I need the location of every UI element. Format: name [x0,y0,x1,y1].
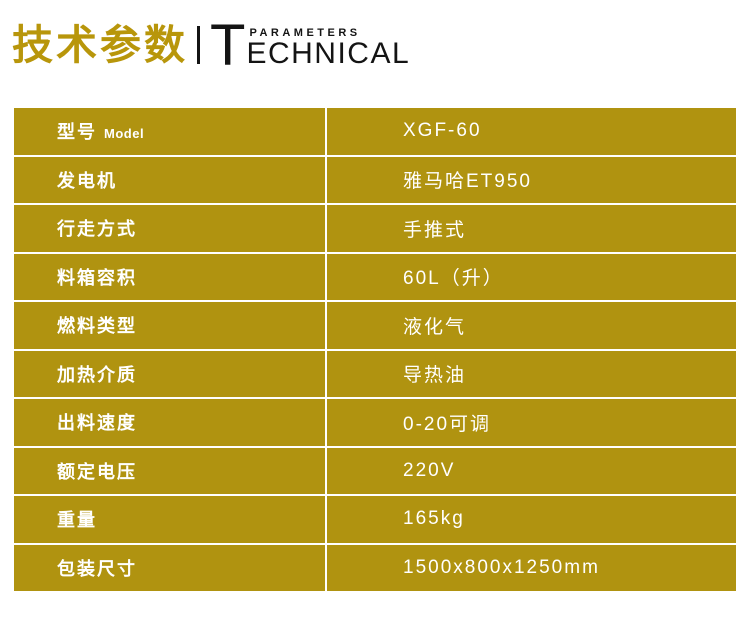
param-label-cell: 重量 [14,496,325,543]
table-row: 包装尺寸 1500x800x1250mm [14,544,736,591]
table-row: 料箱容积 60L（升） [14,253,736,300]
param-label-cell: 加热介质 [14,350,325,397]
param-label-cell: 出料速度 [14,399,325,446]
param-label-cell: 料箱容积 [14,253,325,300]
param-value: 0-20可调 [327,399,736,446]
table-row: 燃料类型 液化气 [14,302,736,349]
param-label: 包装尺寸 [57,558,137,579]
param-value: XGF-60 [327,108,736,155]
table-row: 行走方式 手推式 [14,205,736,252]
param-value: 导热油 [327,350,736,397]
param-value: 手推式 [327,205,736,252]
param-value: 220V [327,447,736,494]
param-label-cell: 型号 Model [14,108,325,155]
param-label: 型号 [57,122,97,143]
table-row: 发电机 雅马哈ET950 [14,156,736,203]
param-label: 重量 [57,510,97,531]
param-label: 发电机 [57,170,117,191]
param-label: 出料速度 [57,413,137,434]
param-label-suffix: Model [104,125,145,141]
logo-parameters-text: PARAMETERS [249,27,361,40]
table-row: 出料速度 0-20可调 [14,399,736,446]
table-row: 额定电压 220V [14,447,736,494]
param-label: 加热介质 [57,364,137,385]
param-label-cell: 额定电压 [14,447,325,494]
page-title: 技术参数 [12,22,188,68]
table-row: 型号 Model XGF-60 [14,108,736,155]
table-row: 加热介质 导热油 [14,350,736,397]
parameters-table: 型号 Model XGF-60 发电机 雅马哈ET950 行走方式 手推式 料箱… [14,108,736,591]
param-value: 60L（升） [327,253,736,300]
param-value: 液化气 [327,302,736,349]
param-label-cell: 发电机 [14,156,325,203]
param-label-cell: 行走方式 [14,205,325,252]
param-label: 料箱容积 [57,267,137,288]
param-value: 165kg [327,496,736,543]
param-label-cell: 燃料类型 [14,302,325,349]
param-label: 额定电压 [57,461,137,482]
logo-text-stack: PARAMETERS ECHNICAL [246,27,411,71]
logo-initial: T [210,13,246,79]
table-row: 重量 165kg [14,496,736,543]
param-value: 雅马哈ET950 [327,156,736,203]
param-label: 燃料类型 [57,316,137,337]
logo-technical-text: ECHNICAL [246,37,411,71]
header-divider [197,26,200,64]
param-value: 1500x800x1250mm [327,544,736,591]
param-label: 行走方式 [57,219,137,240]
page-header: 技术参数 T PARAMETERS ECHNICAL [12,13,411,79]
param-label-cell: 包装尺寸 [14,544,325,591]
technical-parameters-logo: T PARAMETERS ECHNICAL [210,13,411,79]
